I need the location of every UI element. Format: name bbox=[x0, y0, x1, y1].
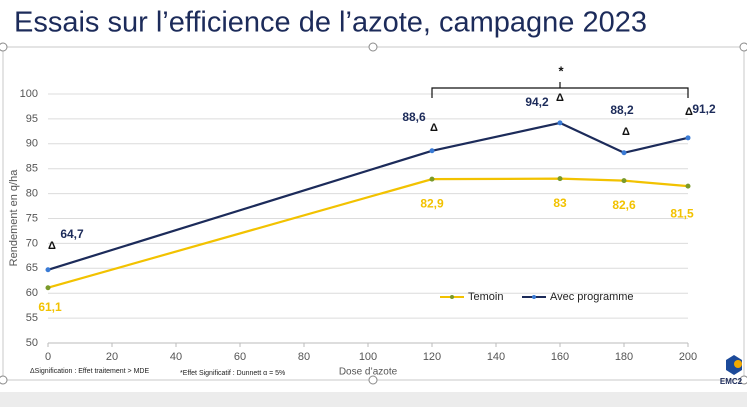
data-label: 82,9 bbox=[420, 196, 444, 210]
data-label: 61,1 bbox=[38, 300, 62, 314]
y-tick-label: 95 bbox=[26, 113, 38, 125]
data-label: 83 bbox=[553, 196, 567, 210]
data-point bbox=[621, 150, 627, 156]
significance-marker: * bbox=[558, 63, 564, 78]
data-label: 64,7 bbox=[60, 227, 84, 241]
logo-text: EMC2 bbox=[720, 377, 743, 386]
x-tick-label: 0 bbox=[45, 351, 51, 363]
data-point bbox=[45, 285, 51, 291]
data-label: 81,5 bbox=[670, 206, 694, 220]
data-point bbox=[685, 135, 691, 141]
y-tick-label: 100 bbox=[20, 88, 38, 100]
legend-label: Avec programme bbox=[550, 291, 634, 303]
x-tick-label: 180 bbox=[615, 351, 633, 363]
data-point bbox=[557, 120, 563, 126]
slide-title: Essais sur l’efficience de l’azote, camp… bbox=[14, 7, 647, 39]
bottom-strip bbox=[0, 392, 747, 407]
delta-marker: Δ bbox=[430, 122, 438, 134]
y-axis-label: Rendement en q/ha bbox=[8, 169, 20, 267]
y-tick-label: 90 bbox=[26, 138, 38, 150]
y-tick-label: 50 bbox=[26, 337, 38, 349]
data-point bbox=[429, 148, 435, 154]
data-label: 94,2 bbox=[525, 95, 549, 109]
series-line bbox=[47, 177, 689, 289]
data-label: 82,6 bbox=[612, 198, 636, 212]
y-tick-label: 55 bbox=[26, 312, 38, 324]
significance-bracket bbox=[431, 82, 689, 98]
delta-marker: Δ bbox=[556, 92, 564, 104]
x-tick-label: 200 bbox=[679, 351, 697, 363]
y-tick-label: 65 bbox=[26, 262, 38, 274]
data-label: 88,6 bbox=[402, 110, 426, 124]
x-tick-label: 40 bbox=[170, 351, 182, 363]
data-label: 88,2 bbox=[610, 103, 634, 117]
legend-dot bbox=[450, 295, 454, 299]
data-point bbox=[557, 176, 563, 182]
chart-frame bbox=[2, 46, 745, 381]
x-tick-label: 140 bbox=[487, 351, 505, 363]
x-tick-label: 60 bbox=[234, 351, 246, 363]
selection-handles bbox=[0, 42, 747, 385]
data-point bbox=[45, 267, 51, 273]
x-tick-label: 80 bbox=[298, 351, 310, 363]
data-point bbox=[685, 183, 691, 189]
data-point bbox=[429, 176, 435, 182]
data-label: 91,2 bbox=[692, 102, 716, 116]
y-tick-label: 75 bbox=[26, 212, 38, 224]
data-point bbox=[621, 178, 627, 184]
x-axis-label: Dose d’azote bbox=[339, 367, 398, 378]
y-tick-label: 70 bbox=[26, 237, 38, 249]
y-tick-label: 60 bbox=[26, 287, 38, 299]
footnote: *Effet Significatif : Dunnett α = 5% bbox=[180, 370, 285, 377]
x-tick-label: 100 bbox=[359, 351, 377, 363]
y-tick-label: 80 bbox=[26, 188, 38, 200]
delta-marker: Δ bbox=[48, 240, 56, 252]
x-tick-label: 20 bbox=[106, 351, 118, 363]
logo: EMC2 bbox=[720, 355, 743, 386]
footnote: ΔSignification : Effet traitement > MDE bbox=[30, 368, 149, 375]
x-tick-label: 160 bbox=[551, 351, 569, 363]
legend-label: Temoin bbox=[468, 291, 503, 303]
delta-marker: Δ bbox=[622, 126, 630, 138]
y-tick-label: 85 bbox=[26, 163, 38, 175]
legend-dot bbox=[532, 295, 536, 299]
x-tick-label: 120 bbox=[423, 351, 441, 363]
delta-marker: Δ bbox=[685, 106, 693, 118]
